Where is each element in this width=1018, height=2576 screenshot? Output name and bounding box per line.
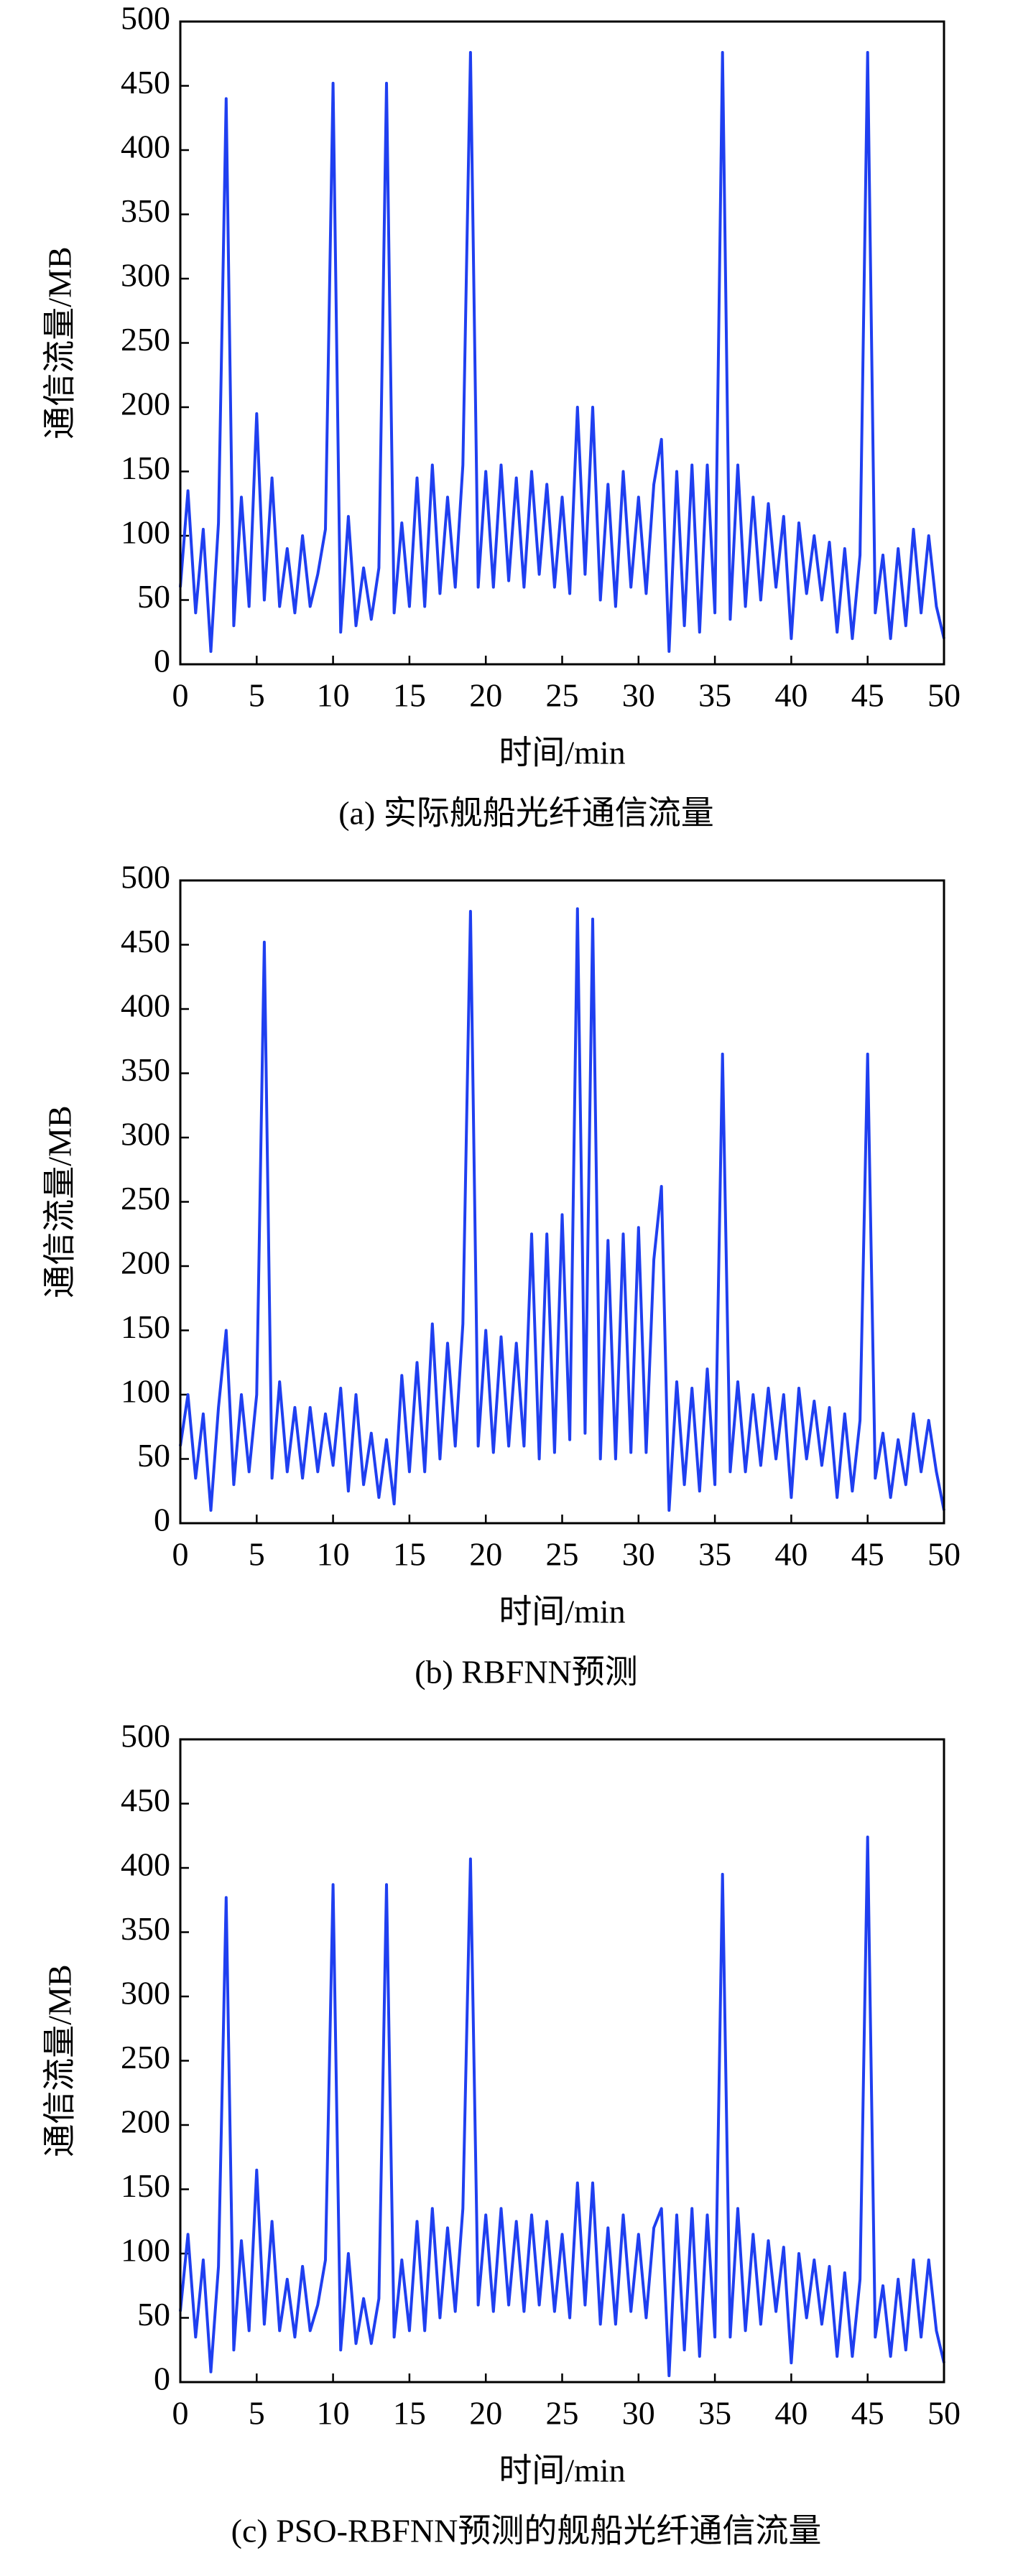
y-axis-label: 通信流量/MB xyxy=(42,1105,78,1298)
y-tick-label: 100 xyxy=(121,1373,170,1410)
y-tick-label: 200 xyxy=(121,1245,170,1281)
y-tick-label: 0 xyxy=(154,2361,170,2397)
y-tick-label: 50 xyxy=(137,578,170,615)
y-tick-label: 450 xyxy=(121,64,170,101)
caption: (c) PSO-RBFNN预测的舰船光纤通信流量 xyxy=(231,2513,822,2549)
x-tick-label: 40 xyxy=(774,1536,808,1573)
y-tick-label: 300 xyxy=(121,1116,170,1153)
y-axis-label: 通信流量/MB xyxy=(42,1964,78,2157)
y-tick-label: 100 xyxy=(121,514,170,551)
x-tick-label: 50 xyxy=(927,2395,961,2432)
data-line xyxy=(179,1836,945,2378)
x-tick-label: 15 xyxy=(393,1536,426,1573)
x-tick-label: 30 xyxy=(622,2395,655,2432)
y-tick-label: 350 xyxy=(121,1051,170,1088)
y-tick-label: 400 xyxy=(121,129,170,165)
x-tick-label: 45 xyxy=(851,677,884,714)
y-tick-label: 350 xyxy=(121,192,170,229)
x-tick-label: 15 xyxy=(393,2395,426,2432)
plot-frame xyxy=(179,879,945,1525)
x-tick-label: 45 xyxy=(851,2395,884,2432)
x-tick-label: 0 xyxy=(172,1536,189,1573)
x-tick-label: 30 xyxy=(622,677,655,714)
y-tick-label: 100 xyxy=(121,2232,170,2269)
x-tick-label: 35 xyxy=(698,677,731,714)
y-tick-label: 50 xyxy=(137,2296,170,2333)
caption: (b) RBFNN预测 xyxy=(415,1654,638,1691)
x-tick-label: 50 xyxy=(927,1536,961,1573)
x-tick-label: 10 xyxy=(317,2395,350,2432)
caption: (a) 实际舰船光纤通信流量 xyxy=(338,795,714,832)
x-tick-label: 50 xyxy=(927,677,961,714)
y-tick-label: 500 xyxy=(121,1718,170,1754)
x-tick-label: 5 xyxy=(249,1536,265,1573)
plot-frame xyxy=(179,1738,945,2384)
y-tick-label: 300 xyxy=(121,1975,170,2012)
y-tick-label: 300 xyxy=(121,257,170,294)
x-tick-label: 0 xyxy=(172,2395,189,2432)
x-tick-label: 35 xyxy=(698,2395,731,2432)
x-tick-label: 30 xyxy=(622,1536,655,1573)
x-tick-label: 35 xyxy=(698,1536,731,1573)
x-tick-label: 10 xyxy=(317,1536,350,1573)
y-tick-label: 150 xyxy=(121,450,170,486)
y-tick-label: 250 xyxy=(121,1180,170,1217)
y-tick-label: 400 xyxy=(121,1846,170,1883)
y-tick-label: 150 xyxy=(121,1308,170,1345)
x-axis-label: 时间/min xyxy=(499,735,625,771)
x-tick-label: 25 xyxy=(546,2395,579,2432)
y-tick-label: 150 xyxy=(121,2167,170,2204)
x-tick-label: 5 xyxy=(249,2395,265,2432)
y-tick-label: 400 xyxy=(121,987,170,1024)
x-tick-label: 25 xyxy=(546,1536,579,1573)
y-tick-label: 0 xyxy=(154,643,170,679)
y-tick-label: 200 xyxy=(121,2103,170,2140)
y-tick-label: 450 xyxy=(121,1782,170,1818)
x-tick-label: 0 xyxy=(172,677,189,714)
x-tick-label: 10 xyxy=(317,677,350,714)
x-tick-label: 40 xyxy=(774,2395,808,2432)
y-axis-label: 通信流量/MB xyxy=(42,246,78,439)
x-tick-label: 15 xyxy=(393,677,426,714)
y-tick-label: 50 xyxy=(137,1437,170,1474)
x-tick-label: 45 xyxy=(851,1536,884,1573)
y-tick-label: 250 xyxy=(121,2039,170,2075)
data-line xyxy=(179,907,945,1512)
y-tick-label: 350 xyxy=(121,1910,170,1947)
x-axis-label: 时间/min xyxy=(499,1594,625,1630)
y-tick-label: 450 xyxy=(121,923,170,959)
y-tick-label: 500 xyxy=(121,0,170,37)
x-tick-label: 20 xyxy=(469,677,502,714)
y-tick-label: 0 xyxy=(154,1502,170,1538)
x-tick-label: 25 xyxy=(546,677,579,714)
x-tick-label: 40 xyxy=(774,677,808,714)
data-line xyxy=(179,51,945,654)
x-tick-label: 5 xyxy=(249,677,265,714)
x-tick-label: 20 xyxy=(469,2395,502,2432)
y-tick-label: 500 xyxy=(121,859,170,896)
x-tick-label: 20 xyxy=(469,1536,502,1573)
y-tick-label: 200 xyxy=(121,386,170,422)
plot-frame xyxy=(179,20,945,666)
y-tick-label: 250 xyxy=(121,321,170,358)
x-axis-label: 时间/min xyxy=(499,2452,625,2489)
